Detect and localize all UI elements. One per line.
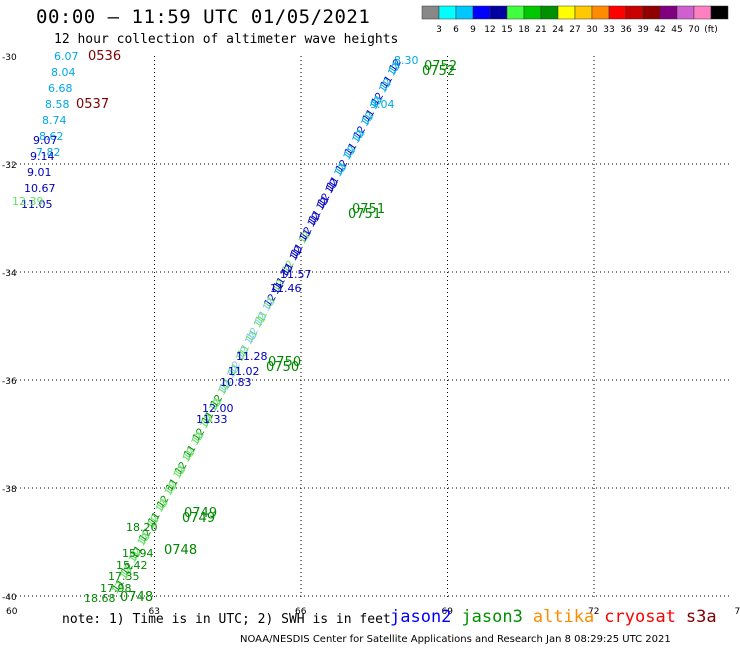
- swh-label: 11.57: [280, 268, 312, 281]
- time-label: 0749: [182, 511, 215, 526]
- colorbar-label: 21: [535, 25, 546, 35]
- colorbar-label: 70: [688, 25, 700, 35]
- legend-item-jason2: jason2: [390, 607, 452, 627]
- colorbar-label: 33: [603, 25, 614, 35]
- satellite-legend: jason2 jason3 altika cryosat s3a: [390, 607, 727, 627]
- colorbar-label: 9: [470, 25, 476, 35]
- colorbar-label: 30: [586, 25, 598, 35]
- time-label: 0751: [348, 207, 381, 222]
- swh-label: 12.39: [12, 195, 44, 208]
- lat-tick-label: -40: [2, 593, 17, 603]
- swh-label: 17.98: [100, 582, 132, 595]
- lat-tick-label: -32: [2, 161, 17, 171]
- swh-label: 8.04: [51, 66, 76, 79]
- lon-tick-label: 63: [149, 607, 160, 617]
- legend-item-s3a: s3a: [685, 607, 717, 627]
- colorbar-label: 24: [552, 25, 564, 35]
- time-label: 0749: [184, 506, 217, 521]
- time-label: 0537: [76, 97, 109, 112]
- swh-label: 12.00: [202, 402, 234, 415]
- swh-label: 17.35: [108, 570, 140, 583]
- swh-label: 8.30: [394, 54, 419, 67]
- time-label: 0750: [266, 360, 299, 375]
- lat-tick-label: -34: [2, 269, 17, 279]
- colorbar-label: (ft): [704, 25, 718, 35]
- lat-tick-label: -38: [2, 485, 17, 495]
- time-label: 0750: [268, 355, 301, 370]
- time-label: 0748: [120, 590, 153, 605]
- colorbar-label: 45: [671, 25, 682, 35]
- colorbar-label: 12: [484, 25, 495, 35]
- colorbar-label: 18: [518, 25, 530, 35]
- legend-item-jason3: jason3: [461, 607, 523, 627]
- colorbar-label: 6: [453, 25, 459, 35]
- subtitle: 12 hour collection of altimeter wave hei…: [54, 32, 399, 47]
- colorbar: 3 6 9 12 15 18 21 24 27 30 33 36 39 42 45 70 (ft): [421, 5, 729, 35]
- lon-tick-label: 69: [442, 607, 454, 617]
- lon-tick-label: 72: [588, 607, 599, 617]
- swh-label: 8.58: [45, 98, 70, 111]
- swh-label: 11.46: [270, 282, 302, 295]
- lon-tick-label: 75: [735, 607, 740, 617]
- swh-label: 6.68: [48, 82, 73, 95]
- page-title: 00:00 – 11:59 UTC 01/05/2021: [36, 6, 371, 28]
- time-label: 0748: [164, 543, 197, 558]
- swh-label: 11.05: [21, 198, 53, 211]
- swh-label: 10.67: [24, 182, 56, 195]
- swh-label: 8.62: [39, 130, 64, 143]
- time-label: 0752: [424, 59, 457, 74]
- swh-label: 9.14: [30, 150, 55, 163]
- colorbar-label: 36: [620, 25, 632, 35]
- swh-label: 11.02: [228, 365, 260, 378]
- lon-tick-label: 60: [6, 607, 18, 617]
- time-label: 0751: [352, 202, 385, 217]
- swh-label: 10.83: [220, 376, 252, 389]
- swh-label: 15.42: [116, 559, 148, 572]
- colorbar-label: 27: [569, 25, 580, 35]
- lat-tick-label: -36: [2, 377, 17, 387]
- note: note: 1) Time is in UTC; 2) SWH is in fe…: [62, 612, 391, 627]
- swh-label: 11.28: [236, 350, 268, 363]
- lat-tick-label: -30: [2, 53, 17, 63]
- colorbar-swatch: [710, 5, 729, 20]
- colorbar-label: 3: [436, 25, 442, 35]
- colorbar-label: 42: [654, 25, 665, 35]
- colorbar-label: 39: [637, 25, 649, 35]
- legend-item-cryosat: cryosat: [604, 607, 676, 627]
- time-label: 0752: [422, 64, 455, 79]
- swh-label: 9.07: [33, 134, 58, 147]
- swh-label: 9.04: [370, 98, 395, 111]
- swh-label: 6.07: [54, 50, 79, 63]
- time-label: 0536: [88, 49, 121, 64]
- credit-line: NOAA/NESDIS Center for Satellite Applica…: [240, 634, 671, 645]
- swh-label: 7.82: [36, 146, 61, 159]
- swh-label: 11.33: [196, 413, 228, 426]
- lon-tick-label: 66: [295, 607, 307, 617]
- colorbar-label: 15: [501, 25, 512, 35]
- swh-label: 9.01: [27, 166, 52, 179]
- swh-label: 8.74: [42, 114, 67, 127]
- swh-label: 18.20: [126, 521, 158, 534]
- swh-label: 18.68: [84, 592, 116, 605]
- swh-label: 15.94: [122, 547, 154, 560]
- legend-item-altika: altika: [532, 607, 595, 627]
